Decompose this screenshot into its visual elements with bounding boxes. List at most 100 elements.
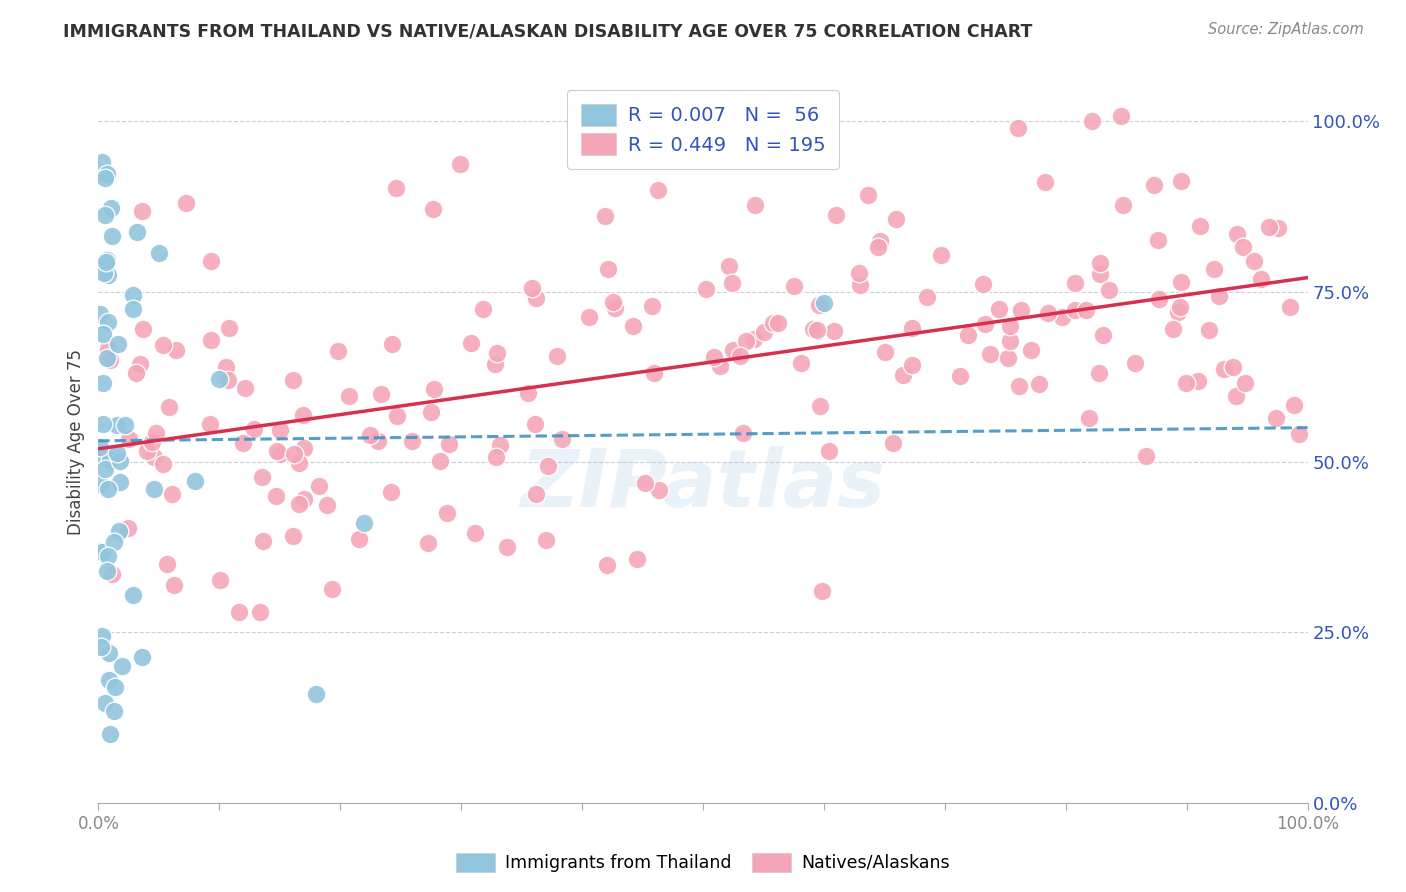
Point <box>125 366 148 380</box>
Point <box>136 444 159 458</box>
Point <box>1187 374 1209 388</box>
Point <box>243 422 266 436</box>
Point <box>89 544 111 558</box>
Point <box>142 450 165 465</box>
Point <box>337 389 360 403</box>
Point <box>94 208 117 222</box>
Text: IMMIGRANTS FROM THAILAND VS NATIVE/ALASKAN DISABILITY AGE OVER 75 CORRELATION CH: IMMIGRANTS FROM THAILAND VS NATIVE/ALASK… <box>63 22 1032 40</box>
Legend: Immigrants from Thailand, Natives/Alaskans: Immigrants from Thailand, Natives/Alaska… <box>450 846 956 879</box>
Point <box>550 432 572 446</box>
Point <box>96 564 118 578</box>
Point <box>269 446 291 460</box>
Point <box>97 482 120 496</box>
Point <box>200 253 222 268</box>
Point <box>1204 262 1226 277</box>
Point <box>534 533 557 547</box>
Point <box>596 558 619 572</box>
Point <box>281 529 304 543</box>
Point <box>292 441 315 455</box>
Point <box>578 310 600 325</box>
Point <box>198 417 221 431</box>
Point <box>218 321 240 335</box>
Point <box>1076 303 1098 318</box>
Point <box>156 558 179 572</box>
Point <box>1052 310 1074 325</box>
Point <box>869 235 891 249</box>
Point <box>1267 220 1289 235</box>
Point <box>858 187 880 202</box>
Point <box>200 333 222 347</box>
Point <box>1175 376 1198 391</box>
Point <box>152 457 174 471</box>
Point <box>1282 399 1305 413</box>
Point <box>269 423 291 437</box>
Point <box>89 477 111 491</box>
Point <box>1021 343 1043 357</box>
Point <box>129 357 152 371</box>
Point <box>367 434 389 449</box>
Point <box>217 373 239 387</box>
Point <box>90 630 112 644</box>
Point <box>808 400 831 414</box>
Point <box>1288 427 1310 442</box>
Point <box>89 307 111 321</box>
Point <box>1077 410 1099 425</box>
Point <box>1111 198 1133 212</box>
Point <box>387 409 409 424</box>
Point <box>131 322 153 336</box>
Point <box>817 443 839 458</box>
Point <box>998 319 1021 334</box>
Point <box>347 532 370 546</box>
Point <box>744 198 766 212</box>
Point <box>250 470 273 484</box>
Point <box>734 334 756 349</box>
Point <box>208 573 231 587</box>
Point <box>287 497 309 511</box>
Point <box>1170 174 1192 188</box>
Point <box>957 328 980 343</box>
Point <box>283 447 305 461</box>
Point <box>100 228 122 243</box>
Point <box>174 196 197 211</box>
Point <box>489 438 512 452</box>
Point <box>1147 233 1170 247</box>
Point <box>93 376 115 391</box>
Point <box>110 475 132 489</box>
Point <box>486 346 509 360</box>
Point <box>359 428 381 442</box>
Point <box>752 325 775 339</box>
Point <box>647 183 669 197</box>
Point <box>264 489 287 503</box>
Point <box>703 351 725 365</box>
Point <box>1109 109 1132 123</box>
Point <box>107 337 129 351</box>
Point <box>598 262 620 277</box>
Point <box>742 332 765 346</box>
Point <box>621 319 644 334</box>
Point <box>97 549 120 564</box>
Point <box>305 687 328 701</box>
Point <box>93 170 115 185</box>
Point <box>384 180 406 194</box>
Point <box>1028 376 1050 391</box>
Point <box>94 696 117 710</box>
Point <box>973 317 995 331</box>
Point <box>101 566 124 581</box>
Point <box>1163 322 1185 336</box>
Point <box>104 680 127 694</box>
Point <box>103 704 125 718</box>
Point <box>866 240 889 254</box>
Point <box>437 437 460 451</box>
Point <box>381 337 404 351</box>
Point <box>484 358 506 372</box>
Point <box>849 277 872 292</box>
Point <box>806 323 828 337</box>
Point <box>605 301 627 316</box>
Point <box>1213 362 1236 376</box>
Point <box>266 444 288 458</box>
Point <box>148 245 170 260</box>
Point <box>281 373 304 387</box>
Point <box>121 302 143 317</box>
Point <box>723 343 745 358</box>
Point <box>249 605 271 619</box>
